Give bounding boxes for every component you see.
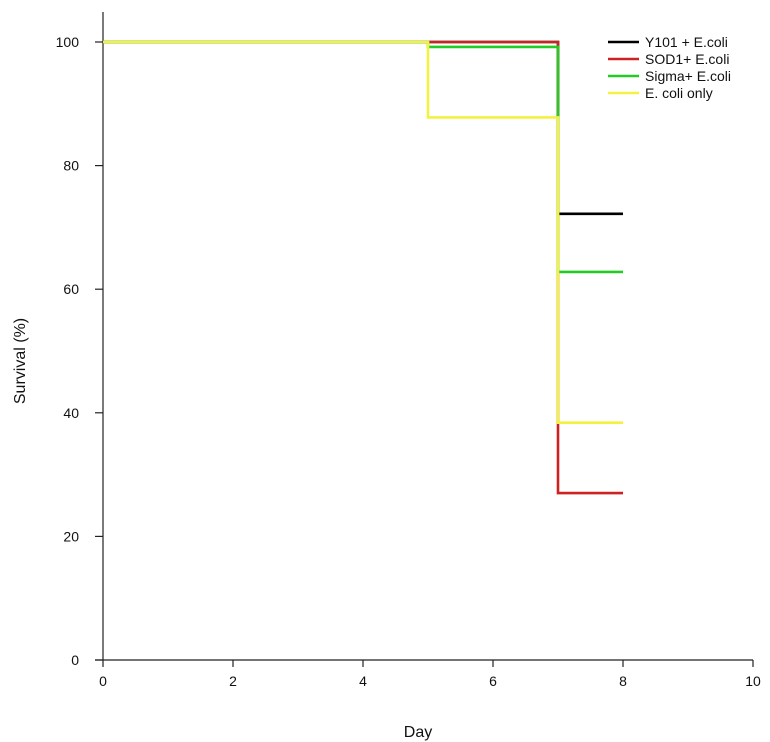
legend-label: SOD1+ E.coli xyxy=(645,51,729,67)
y-axis-title: Survival (%) xyxy=(12,318,29,404)
x-axis-title: Day xyxy=(404,724,432,741)
x-tick-label: 2 xyxy=(229,673,237,689)
y-tick-label: 100 xyxy=(56,34,80,50)
y-tick-label: 0 xyxy=(71,652,79,668)
series-line-4 xyxy=(103,40,623,424)
x-tick-label: 4 xyxy=(359,673,367,689)
series-lines xyxy=(103,40,623,495)
legend-label: Sigma+ E.coli xyxy=(645,68,731,84)
series-line-1 xyxy=(103,40,623,216)
x-tick-label: 10 xyxy=(745,673,761,689)
x-tick-label: 8 xyxy=(619,673,627,689)
series-line-2 xyxy=(103,40,623,495)
y-tick-label: 20 xyxy=(63,528,79,544)
series-line-3 xyxy=(103,40,623,274)
legend-label: E. coli only xyxy=(645,85,713,101)
x-tick-label: 0 xyxy=(99,673,107,689)
y-tick-label: 40 xyxy=(63,405,79,421)
legend-label: Y101 + E.coli xyxy=(645,34,728,50)
x-tick-label: 6 xyxy=(489,673,497,689)
y-tick-label: 80 xyxy=(63,158,79,174)
y-tick-label: 60 xyxy=(63,281,79,297)
